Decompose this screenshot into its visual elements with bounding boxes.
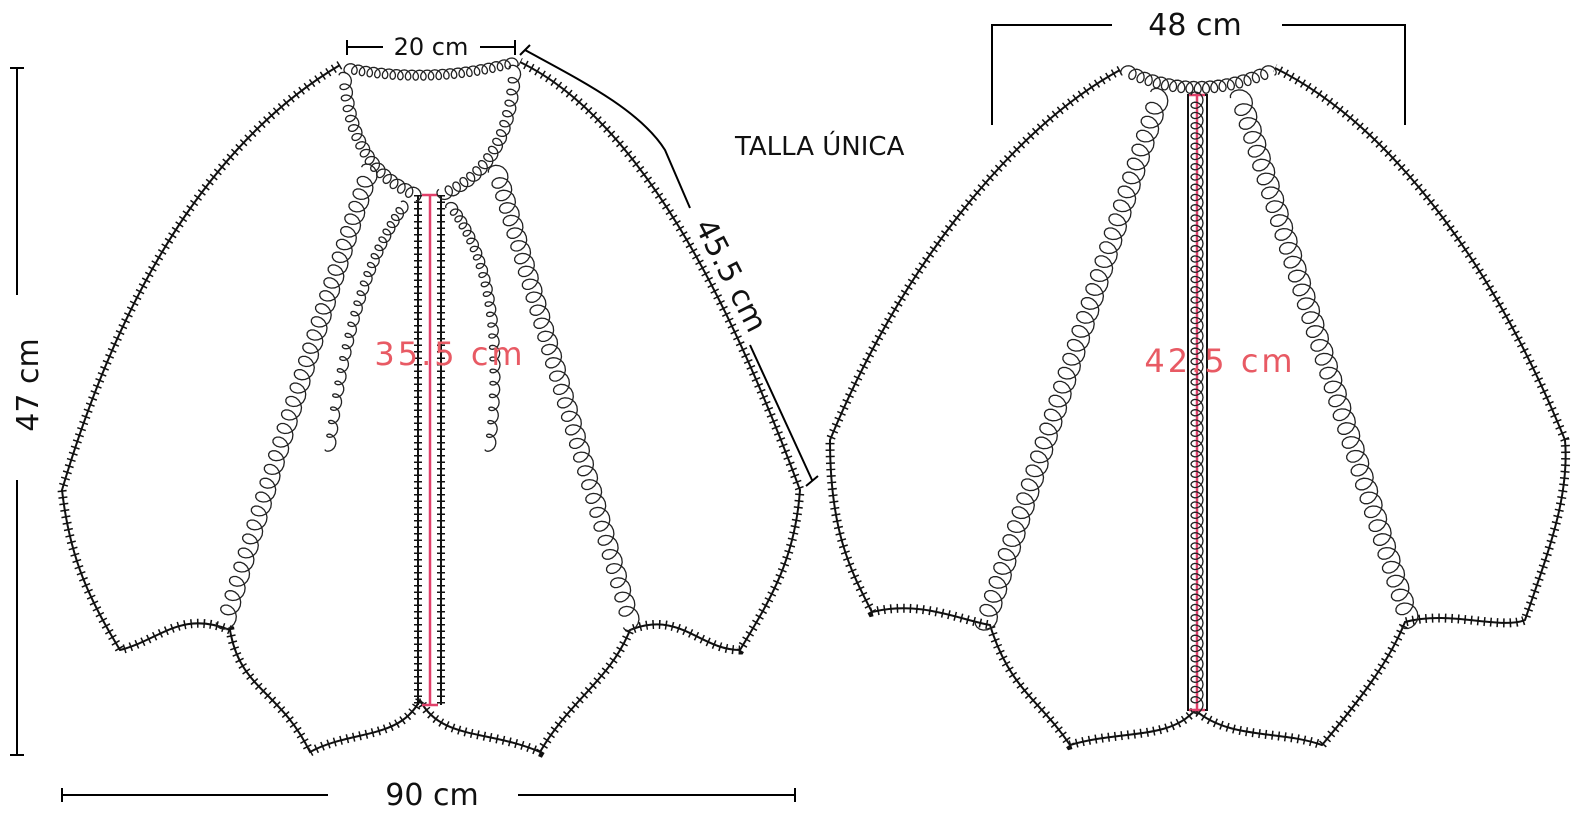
front-cape <box>57 57 805 759</box>
dim-line <box>519 44 819 487</box>
dim-label: 48 cm <box>1148 8 1241 43</box>
dim-label: 20 cm <box>394 33 469 61</box>
dim-label: 42.5 cm <box>1144 342 1295 380</box>
stitch-chain <box>1120 65 1277 95</box>
stitch-chain <box>324 200 409 452</box>
stitch-chain <box>1190 91 1204 714</box>
stitch-chain <box>487 164 640 632</box>
dim-line <box>61 788 796 802</box>
dim-line <box>991 24 1406 125</box>
stitch-chain <box>1229 89 1419 630</box>
stitch-chain <box>436 64 522 201</box>
stitch-chain <box>444 201 501 452</box>
dim-label: 90 cm <box>385 778 478 813</box>
back-outline-stitches <box>825 63 1571 751</box>
stitch-chain <box>343 57 519 81</box>
dim-line <box>10 67 24 756</box>
dim-line <box>346 40 516 55</box>
size-label: TALLA ÚNICA <box>734 130 905 162</box>
stitch-chain <box>974 87 1169 631</box>
front-outline-stitches <box>57 57 805 759</box>
dim-label: 35.5 cm <box>374 335 525 373</box>
stitch-chain <box>338 71 422 202</box>
back-cape <box>825 63 1571 751</box>
stitch-chains <box>215 57 1419 714</box>
stitch-chain <box>215 163 378 630</box>
dim-label: 47 cm <box>11 338 46 431</box>
